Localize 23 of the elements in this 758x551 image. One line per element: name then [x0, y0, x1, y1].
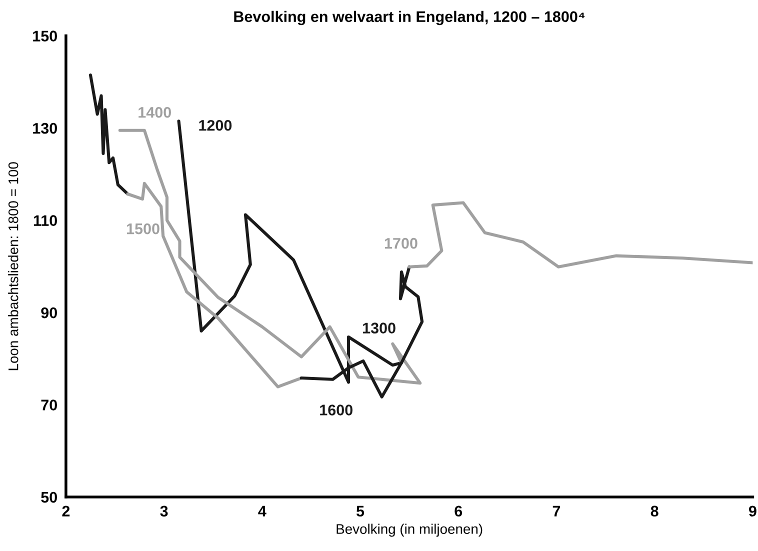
y-tick-label: 70: [41, 400, 57, 410]
x-tick-label: 7: [552, 506, 560, 516]
x-tick-label: 8: [650, 506, 658, 517]
series-label: 1700: [384, 238, 418, 249]
x-tick-label: 2: [62, 506, 70, 516]
series-label: 1500: [127, 223, 160, 234]
x-tick-label: 9: [748, 506, 756, 517]
y-tick-label: 150: [33, 30, 57, 42]
x-axis-title: Bevolking (in miljoenen): [336, 524, 482, 537]
series-label: 1400: [138, 106, 171, 118]
y-tick-label: 50: [41, 492, 57, 503]
chart-title: Bevolking en welvaart in Engeland, 1200 – 1800⁴: [234, 10, 585, 26]
y-tick-label: 90: [41, 307, 57, 318]
y-tick-label: 130: [33, 122, 57, 134]
series-label: 1200: [199, 120, 232, 131]
series-label: 1600: [320, 404, 352, 416]
x-tick-label: 6: [454, 506, 462, 517]
x-tick-label: 4: [258, 506, 266, 516]
series-label: 1300: [363, 322, 396, 334]
x-tick-label: 5: [356, 506, 364, 517]
x-tick-label: 3: [160, 506, 168, 517]
y-axis-title: Loon ambachtslieden: 1800 = 100: [8, 162, 18, 370]
y-tick-label: 110: [34, 215, 57, 226]
